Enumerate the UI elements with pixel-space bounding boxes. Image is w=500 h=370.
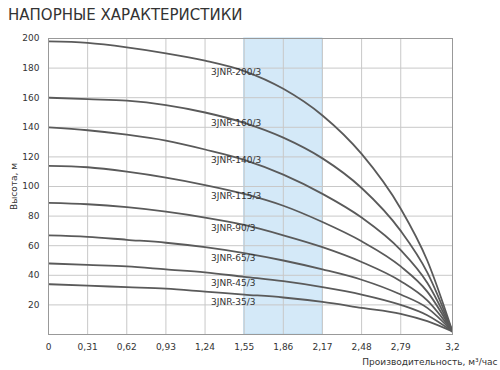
- svg-text:3JNR-45/3: 3JNR-45/3: [211, 278, 255, 288]
- svg-text:2,79: 2,79: [391, 342, 411, 352]
- svg-text:1,55: 1,55: [234, 342, 254, 352]
- svg-text:2,17: 2,17: [312, 342, 332, 352]
- svg-text:120: 120: [22, 152, 39, 162]
- svg-text:Производительность, м³/час: Производительность, м³/час: [362, 357, 497, 367]
- svg-text:Высота, м: Высота, м: [9, 163, 19, 210]
- svg-text:3JNR-115/3: 3JNR-115/3: [211, 191, 261, 201]
- svg-text:200: 200: [22, 33, 39, 43]
- svg-text:3JNR-35/3: 3JNR-35/3: [211, 297, 255, 307]
- svg-text:0: 0: [46, 342, 52, 352]
- svg-text:1,24: 1,24: [195, 342, 215, 352]
- svg-text:3JNR-90/3: 3JNR-90/3: [211, 223, 255, 233]
- svg-text:20: 20: [28, 300, 40, 310]
- svg-text:80: 80: [28, 211, 40, 221]
- svg-text:3JNR-200/3: 3JNR-200/3: [211, 67, 261, 77]
- svg-text:3JNR-65/3: 3JNR-65/3: [211, 253, 255, 263]
- html-text:НАПОРНЫЕ ХАРАКТЕРИСТИКИ: НАПОРНЫЕ ХАРАКТЕРИСТИКИ: [8, 6, 243, 24]
- svg-text:140: 140: [22, 122, 39, 132]
- svg-text:60: 60: [28, 241, 40, 251]
- svg-text:3,2: 3,2: [445, 342, 459, 352]
- svg-text:3JNR-140/3: 3JNR-140/3: [211, 155, 261, 165]
- svg-text:40: 40: [28, 270, 40, 280]
- svg-text:100: 100: [22, 181, 39, 191]
- svg-text:0,93: 0,93: [156, 342, 176, 352]
- svg-text:2,48: 2,48: [352, 342, 372, 352]
- svg-text:180: 180: [22, 63, 39, 73]
- svg-text:0,31: 0,31: [78, 342, 98, 352]
- svg-text:3JNR-160/3: 3JNR-160/3: [211, 118, 261, 128]
- svg-text:0,62: 0,62: [117, 342, 137, 352]
- svg-text:160: 160: [22, 93, 39, 103]
- svg-text:1,86: 1,86: [273, 342, 293, 352]
